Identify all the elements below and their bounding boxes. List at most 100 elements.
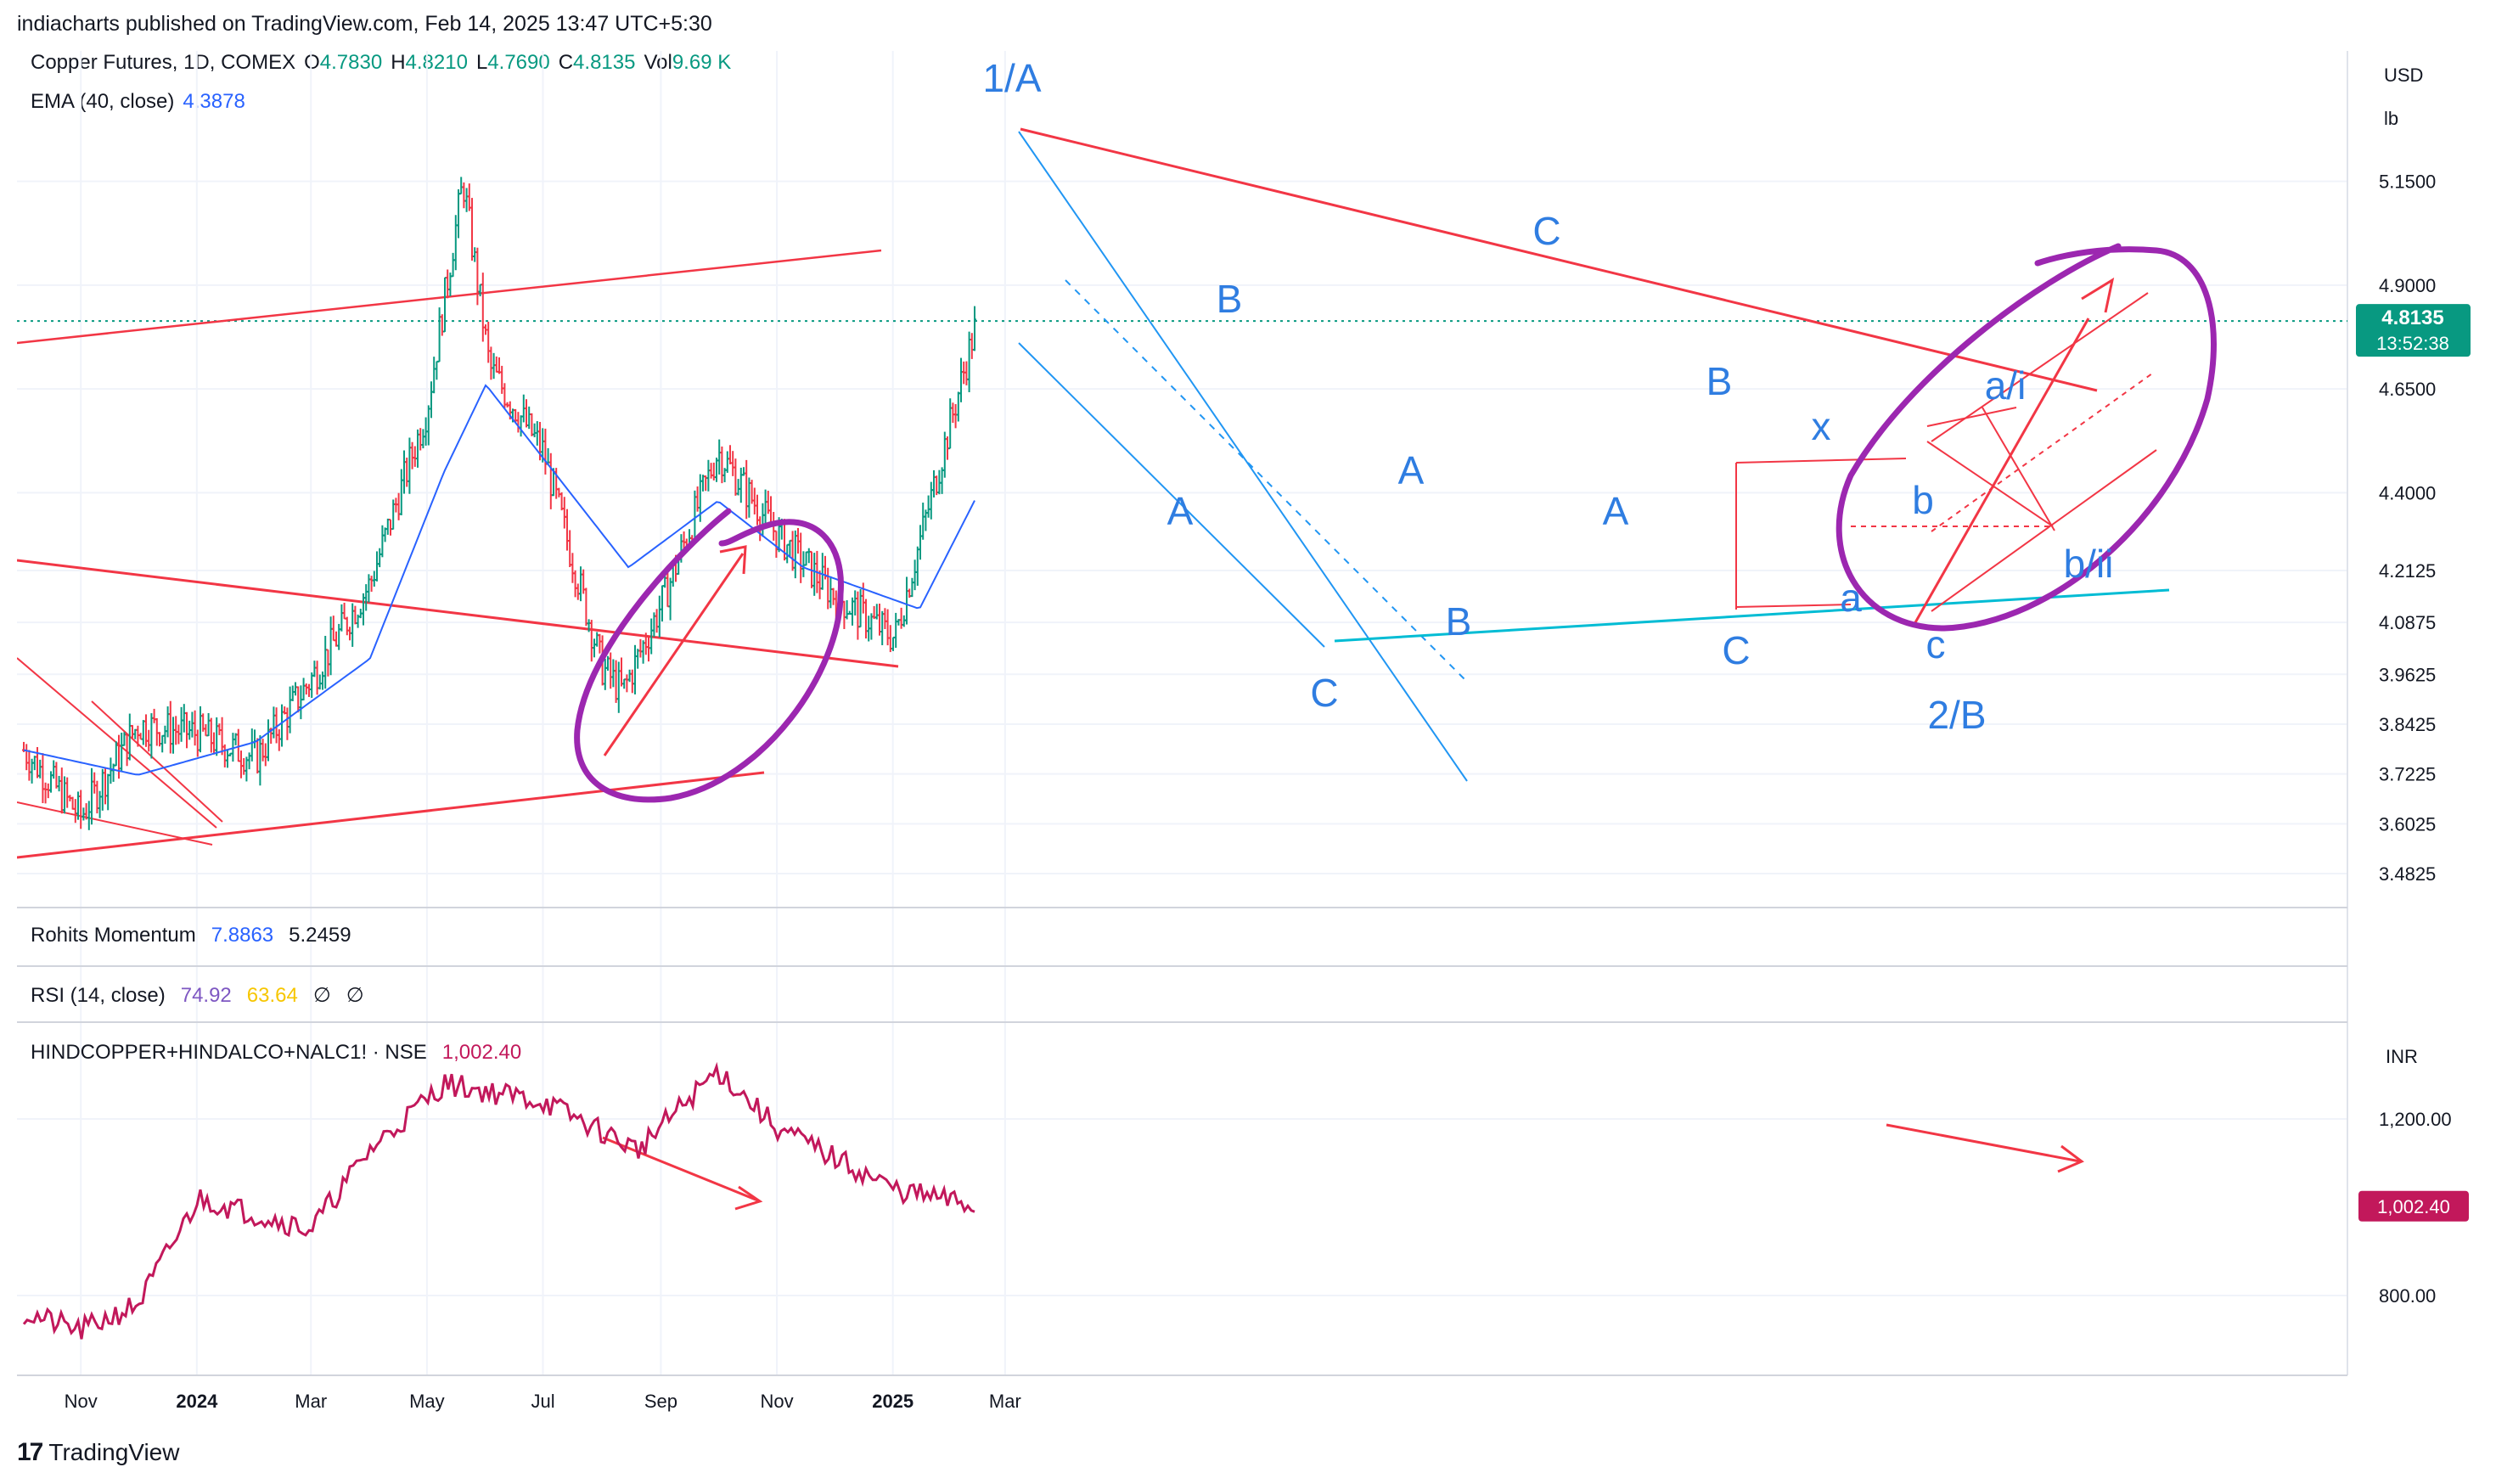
- compare-arrow-left-head: [734, 1185, 763, 1211]
- time-tick-label: Mar: [989, 1391, 1021, 1412]
- compare-legend-value: 1,002.40: [441, 1041, 522, 1064]
- early-arrow-line: [603, 553, 745, 756]
- horizontal-grid: [17, 180, 2347, 1296]
- compare-arrow-right: [1886, 1123, 2081, 1163]
- flag-upper: [1931, 292, 2149, 442]
- compare-value-badge: 1,002.40: [2358, 1190, 2469, 1222]
- price-tick-label: 3.6025: [2379, 813, 2436, 835]
- breakout-circle-left: [574, 508, 844, 803]
- rising-support-left: [17, 771, 765, 859]
- wave-label: B: [1217, 277, 1243, 321]
- momentum-value-2: 5.2459: [289, 924, 351, 947]
- price-tick-label: 4.0875: [2379, 612, 2436, 633]
- time-tick-label: May: [409, 1391, 445, 1412]
- channel-upper: [1018, 131, 1468, 782]
- time-tick-label: 2025: [872, 1391, 914, 1412]
- symbol-name[interactable]: Copper Futures, 1D, COMEX: [31, 51, 296, 74]
- compare-label[interactable]: HINDCOPPER+HINDALCO+NALC1! · NSE: [31, 1041, 427, 1064]
- price-tick-label: 4.9000: [2379, 275, 2436, 296]
- wave-label: c: [1926, 622, 1946, 666]
- wave-label: C: [1310, 671, 1338, 715]
- price-tick-label: 4.6500: [2379, 379, 2436, 400]
- flag-mid: [1931, 373, 2153, 532]
- wave-labels-layer: 1/A A B C A B C A B Cx a b c a/i b/ii 2/B: [982, 56, 2113, 737]
- low-value: 4.7690: [487, 51, 550, 74]
- small-channel-lower: [17, 801, 213, 846]
- lower-drawings: [602, 1123, 2084, 1211]
- major-resistance-line: [1020, 127, 2098, 392]
- price-axis-ticks: 5.1500 4.9000 4.6500 4.4000 4.2125 4.0875 3.96…: [2379, 171, 2436, 885]
- compare-currency[interactable]: INR: [2386, 1046, 2418, 1067]
- rsi-value-1: 74.92: [180, 983, 232, 1007]
- wave-label: a/i: [1985, 363, 2027, 408]
- symbol-legend: Copper Futures, 1D, COMEX O4.7830 H4.821…: [31, 51, 731, 75]
- price-tick-label: 5.1500: [2379, 171, 2436, 193]
- high-value: 4.8210: [405, 51, 468, 74]
- compare-axis-ticks: 1,200.00 800.00: [2379, 1109, 2452, 1307]
- rsi-value-3: ∅: [312, 984, 331, 1007]
- breakout-circle-right: [1835, 243, 2217, 632]
- rsi-value-2: 63.64: [246, 983, 298, 1007]
- price-tick-label: 3.9625: [2379, 664, 2436, 685]
- vol-label: Vol: [644, 51, 672, 74]
- wave-label: A: [1603, 489, 1629, 533]
- time-tick-label: Jul: [531, 1391, 554, 1412]
- wave-label: B: [1706, 359, 1733, 403]
- wave-label: x: [1812, 404, 1831, 448]
- rsi-label[interactable]: RSI (14, close): [31, 983, 166, 1007]
- ema-line: [23, 384, 975, 776]
- price-tick-label: 4.4000: [2379, 482, 2436, 503]
- wave-label: A: [1398, 448, 1425, 492]
- close-value: 4.8135: [573, 51, 636, 74]
- compare-tick-label: 800.00: [2379, 1285, 2436, 1307]
- rsi-value-4: ∅: [346, 984, 364, 1007]
- vol-value: 9.69 K: [672, 51, 732, 74]
- support-line: [1334, 588, 2170, 643]
- wave-label: C: [1722, 628, 1750, 672]
- tradingview-wordmark: TradingView: [48, 1439, 180, 1465]
- price-tick-label: 4.2125: [2379, 560, 2436, 582]
- range-bottom: [1735, 604, 1852, 608]
- channel-lower: [1018, 342, 1325, 648]
- tradingview-logo-icon: 17: [17, 1438, 43, 1466]
- wave-label: 1/A: [982, 56, 1041, 100]
- wave-label: b: [1912, 478, 1934, 522]
- momentum-label[interactable]: Rohits Momentum: [31, 924, 196, 947]
- unit-label[interactable]: lb: [2384, 108, 2398, 129]
- impulse-arrow-head: [2081, 277, 2115, 313]
- compare-arrow-right-head: [2057, 1144, 2084, 1173]
- ema-legend: EMA (40, close) 4.3878: [31, 90, 245, 114]
- open-value: 4.7830: [319, 51, 383, 74]
- open-label: O: [304, 51, 320, 74]
- time-tick-label: Nov: [65, 1391, 98, 1412]
- small-arrow-line: [1926, 407, 2017, 427]
- time-axis-ticks: Nov 2024 Mar May Jul Sep Nov 2025 Mar: [65, 1391, 1021, 1412]
- compare-tick-label: 1,200.00: [2379, 1109, 2452, 1130]
- tradingview-footer[interactable]: 17 TradingView: [17, 1438, 179, 1467]
- impulse-arrow-line: [1913, 318, 2090, 625]
- wave-label: B: [1446, 599, 1472, 644]
- ema-value: 4.3878: [183, 90, 245, 113]
- rsi-legend: RSI (14, close) 74.92 63.64 ∅ ∅: [31, 983, 364, 1008]
- compare-line: [22, 1061, 975, 1340]
- compare-legend: HINDCOPPER+HINDALCO+NALC1! · NSE 1,002.4…: [31, 1041, 521, 1065]
- momentum-legend: Rohits Momentum 7.8863 5.2459: [31, 924, 351, 947]
- ema-label[interactable]: EMA (40, close): [31, 90, 175, 113]
- flag-lower: [1931, 449, 2157, 612]
- current-price: 4.8135: [2381, 306, 2443, 329]
- wave-label: A: [1167, 489, 1194, 533]
- compare-current-value: 1,002.40: [2377, 1196, 2450, 1217]
- price-tick-label: 3.7225: [2379, 764, 2436, 785]
- markup-overlay: [574, 243, 2217, 803]
- range-top: [1735, 458, 1907, 464]
- candles-layer: [22, 177, 976, 830]
- time-tick-label: Sep: [644, 1391, 677, 1412]
- momentum-value-1: 7.8863: [211, 924, 274, 947]
- currency-label[interactable]: USD: [2384, 65, 2423, 86]
- time-tick-label: Mar: [295, 1391, 327, 1412]
- price-tick-label: 3.4825: [2379, 863, 2436, 885]
- wave-label: b/ii: [2064, 542, 2114, 586]
- wave-label: a: [1840, 576, 1862, 620]
- vertical-grid: [80, 51, 1006, 1375]
